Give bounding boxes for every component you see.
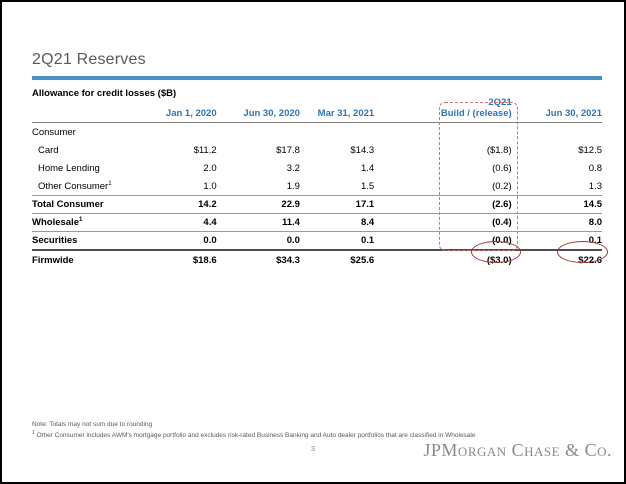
reserves-table: Jan 1, 2020 Jun 30, 2020 Mar 31, 2021 2Q…: [32, 98, 602, 269]
value-cell: 1.9: [286, 180, 300, 192]
value-cell: 0.0: [162, 231, 217, 250]
table-row: Home Lending 2.0 3.2 1.4 (0.6) 0.8: [32, 159, 602, 177]
value-cell: (0.6): [492, 162, 512, 174]
corner-cell: [32, 98, 163, 123]
value-cell: [217, 123, 300, 142]
value-cell: 8.0: [511, 213, 602, 232]
value-cell: [512, 123, 602, 142]
value-cell: 2.0: [203, 162, 217, 174]
col-header-jun-30-2020: Jun 30, 2020: [216, 98, 300, 123]
value-cell: (2.6): [374, 195, 512, 214]
table-row: Total Consumer 14.2 22.9 17.1 (2.6) 14.5: [32, 195, 602, 214]
value-cell: 22.9: [216, 195, 300, 214]
row-label: Card: [38, 144, 59, 156]
title-divider-bar: [32, 76, 602, 80]
value-cell: $12.5: [578, 144, 602, 156]
value-cell: 1.3: [588, 180, 602, 192]
value-cell: $11.2: [193, 144, 217, 156]
value-cell: $25.6: [299, 249, 375, 269]
value-cell: [300, 123, 374, 142]
value-cell: (0.2): [492, 180, 512, 192]
value-cell: [162, 123, 216, 142]
value-cell: $34.3: [216, 249, 300, 269]
col-header-2q21-line2: Build / (release): [440, 108, 512, 119]
table-header-row: Jan 1, 2020 Jun 30, 2020 Mar 31, 2021 2Q…: [32, 98, 602, 123]
page-number: 3: [311, 446, 315, 453]
table-row: Firmwide $18.6 $34.3 $25.6 ($3.0) $22.6: [32, 249, 602, 269]
col-header-2q21-line1: 2Q21: [488, 97, 512, 108]
table-row: Consumer: [32, 123, 602, 142]
value-cell: 8.4: [299, 213, 375, 232]
col-header-jun-30-2021: Jun 30, 2021: [511, 98, 602, 123]
value-cell: 11.4: [216, 213, 300, 232]
value-cell: 4.4: [162, 213, 217, 232]
value-cell: ($3.0): [374, 249, 512, 269]
value-cell: 0.0: [216, 231, 300, 250]
value-cell: $18.6: [162, 249, 217, 269]
value-cell: 1.5: [360, 180, 375, 192]
value-cell: [374, 123, 511, 142]
row-label: Wholesale1: [32, 213, 163, 232]
value-cell: $14.3: [350, 144, 375, 156]
jpmorgan-chase-logo: JPMorgan Chase & Co.: [423, 440, 612, 460]
value-cell: 0.1: [511, 231, 602, 250]
table-row: Wholesale1 4.4 11.4 8.4 (0.4) 8.0: [32, 213, 602, 232]
value-cell: ($1.8): [486, 144, 512, 156]
value-cell: $17.8: [276, 144, 300, 156]
value-cell: $22.6: [511, 249, 602, 269]
row-label: Firmwide: [32, 249, 163, 269]
table-row: Securities 0.0 0.0 0.1 (0.0) 0.1: [32, 231, 602, 250]
value-cell: 0.1: [299, 231, 375, 250]
col-header-mar-31-2021: Mar 31, 2021: [299, 98, 375, 123]
value-cell: 3.2: [286, 162, 300, 174]
value-cell: (0.4): [374, 213, 512, 232]
row-label: Securities: [32, 231, 163, 250]
value-cell: 14.5: [511, 195, 602, 214]
footnote-other-consumer-text: Other Consumer includes AWM's mortgage p…: [34, 432, 476, 440]
page-title: 2Q21 Reserves: [32, 51, 146, 68]
footnotes: Note: Totals may not sum due to rounding…: [32, 421, 475, 440]
value-cell: 0.8: [588, 162, 602, 174]
col-header-2q21-build-release: 2Q21 Build / (release): [374, 97, 512, 123]
row-label: Consumer: [32, 126, 76, 138]
reserves-table-body: Consumer Card $11.2 $17.8 $14.3 ($1.8) $12.5 Ho…: [32, 123, 602, 269]
row-label: Total Consumer: [32, 195, 163, 214]
table-row: Card $11.2 $17.8 $14.3 ($1.8) $12.5: [32, 141, 602, 159]
footnote-rounding: Note: Totals may not sum due to rounding: [32, 421, 153, 428]
value-cell: (0.0): [374, 231, 512, 250]
row-label: Home Lending: [38, 162, 100, 174]
value-cell: 1.4: [360, 162, 375, 174]
value-cell: 14.2: [162, 195, 217, 214]
table-title: Allowance for credit losses ($B): [32, 88, 177, 99]
table-row: Other Consumer1 1.0 1.9 1.5 (0.2) 1.3: [32, 177, 602, 196]
row-label: Other Consumer1: [38, 180, 112, 192]
value-cell: 1.0: [203, 180, 217, 192]
footnote-other-consumer: 1 Other Consumer includes AWM's mortgage…: [32, 429, 475, 440]
value-cell: 17.1: [299, 195, 375, 214]
col-header-jan-1-2020: Jan 1, 2020: [162, 98, 217, 123]
footnote-superscript: 1: [32, 430, 35, 436]
